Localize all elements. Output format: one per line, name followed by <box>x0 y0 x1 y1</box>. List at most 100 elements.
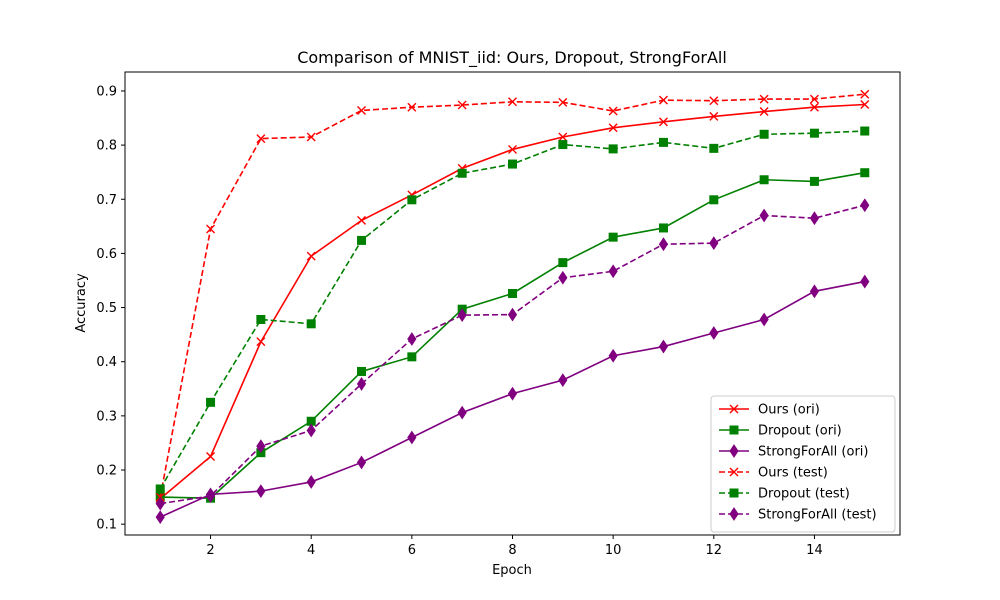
y-tick-label: 0.5 <box>96 301 117 316</box>
data-point <box>608 106 618 116</box>
legend-label: Ours (ori) <box>758 403 820 418</box>
data-point <box>155 496 165 511</box>
y-tick-label: 0.9 <box>96 84 117 99</box>
data-point <box>709 96 719 106</box>
data-point <box>306 251 316 261</box>
legend-label: StrongForAll (test) <box>758 508 877 523</box>
data-point <box>759 107 769 117</box>
legend: Ours (ori) Dropout (ori) StrongForAll (ori… <box>710 395 896 533</box>
chart-title: Comparison of MNIST_iid: Ours, Dropout, … <box>297 48 727 68</box>
series-ours-test <box>155 89 870 502</box>
data-point <box>457 405 467 420</box>
data-point <box>507 307 518 322</box>
x-axis: 2 4 6 8 10 12 14 <box>206 535 823 558</box>
y-tick-label: 0.8 <box>96 139 117 154</box>
y-tick-label: 0.2 <box>96 464 117 479</box>
data-point <box>306 132 316 142</box>
data-point <box>508 97 517 107</box>
y-tick-label: 0.1 <box>96 518 117 533</box>
data-point <box>759 312 769 327</box>
data-point <box>558 140 568 150</box>
data-point <box>709 326 719 340</box>
data-point <box>709 111 719 121</box>
data-point <box>658 137 668 147</box>
data-point <box>709 236 719 251</box>
x-tick-label: 2 <box>206 543 214 558</box>
y-tick-label: 0.6 <box>96 247 117 262</box>
data-point <box>608 348 618 363</box>
data-point <box>356 455 367 470</box>
data-point <box>357 235 367 245</box>
data-point <box>558 132 568 142</box>
y-tick-label: 0.3 <box>96 409 117 424</box>
legend-item-ours-test: Ours (test) <box>719 466 828 481</box>
data-point <box>407 195 417 205</box>
data-point <box>407 332 417 346</box>
data-point <box>357 105 367 115</box>
legend-item-dropout-test: Dropout (test) <box>719 487 850 502</box>
data-point <box>809 94 819 104</box>
legend-box <box>710 395 896 533</box>
data-point <box>759 94 769 104</box>
data-point <box>256 484 266 499</box>
x-tick-label: 6 <box>408 543 416 558</box>
x-tick-label: 14 <box>806 543 823 558</box>
data-point <box>658 95 668 105</box>
x-tick-label: 8 <box>508 543 516 558</box>
data-point <box>558 258 568 268</box>
data-point <box>508 288 517 298</box>
data-point <box>809 102 819 112</box>
data-point <box>356 377 367 391</box>
data-point <box>206 451 216 461</box>
legend-item-strongforall-test: StrongForAll (test) <box>719 507 877 523</box>
legend-marker <box>729 404 739 414</box>
data-point <box>508 159 517 169</box>
legend-item-strongforall-ori: StrongForAll (ori) <box>719 444 868 460</box>
legend-marker <box>729 467 739 477</box>
data-point <box>658 237 669 252</box>
data-point <box>407 430 417 445</box>
data-point <box>256 337 266 347</box>
data-point <box>558 373 568 388</box>
legend-label: Dropout (ori) <box>758 424 842 439</box>
data-point <box>205 489 216 503</box>
data-point <box>860 126 870 136</box>
y-axis-label: Accuracy <box>74 273 89 333</box>
data-point <box>809 128 819 138</box>
data-point <box>759 129 769 139</box>
data-point <box>759 208 769 223</box>
legend-marker <box>729 425 739 435</box>
data-point <box>860 99 870 109</box>
legend-item-ours-ori: Ours (ori) <box>719 403 820 418</box>
series-strongforall-test <box>155 198 870 511</box>
data-point <box>306 475 316 489</box>
data-point <box>860 89 870 99</box>
data-point <box>155 510 165 525</box>
data-point <box>457 168 467 178</box>
data-point <box>457 308 467 323</box>
data-point <box>206 397 216 407</box>
data-point <box>608 232 618 242</box>
x-axis-label: Epoch <box>492 563 532 578</box>
data-point <box>658 223 668 233</box>
legend-label: StrongForAll (ori) <box>758 445 868 460</box>
data-point <box>206 224 216 234</box>
legend-marker <box>729 488 739 498</box>
y-tick-label: 0.7 <box>96 193 117 208</box>
data-point <box>256 439 266 454</box>
data-point <box>507 386 518 401</box>
data-point <box>457 100 467 110</box>
x-tick-label: 12 <box>706 543 723 558</box>
data-point <box>357 215 367 225</box>
data-point <box>608 264 618 279</box>
data-point <box>709 195 719 205</box>
y-tick-label: 0.4 <box>96 355 117 370</box>
data-point <box>508 144 517 154</box>
data-point <box>155 484 165 494</box>
data-point <box>558 270 568 285</box>
data-point <box>306 319 316 329</box>
data-point <box>256 134 266 144</box>
data-point <box>558 97 568 107</box>
plot-area <box>155 89 870 525</box>
